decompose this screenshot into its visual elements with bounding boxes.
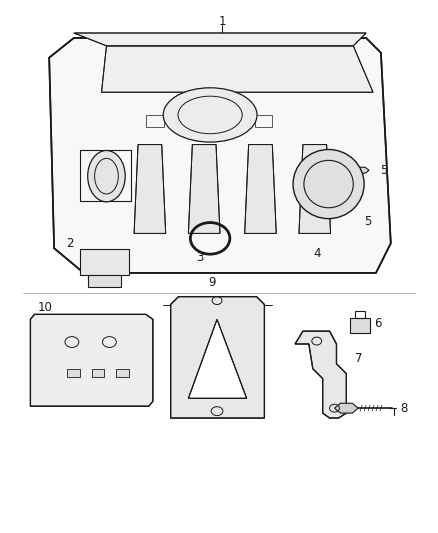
Text: 3: 3 bbox=[197, 251, 204, 264]
Polygon shape bbox=[335, 403, 358, 413]
Polygon shape bbox=[80, 249, 129, 275]
Polygon shape bbox=[88, 275, 121, 287]
Polygon shape bbox=[102, 46, 373, 92]
Text: 2: 2 bbox=[66, 237, 74, 250]
Polygon shape bbox=[92, 369, 105, 377]
Text: 4: 4 bbox=[313, 247, 321, 260]
Text: 8: 8 bbox=[400, 402, 407, 415]
Ellipse shape bbox=[88, 150, 125, 202]
Polygon shape bbox=[245, 144, 276, 233]
Polygon shape bbox=[134, 144, 166, 233]
Polygon shape bbox=[74, 33, 366, 46]
Polygon shape bbox=[295, 331, 346, 418]
Text: 7: 7 bbox=[356, 352, 363, 365]
Text: 9: 9 bbox=[208, 276, 216, 289]
Text: 1: 1 bbox=[218, 14, 226, 28]
Polygon shape bbox=[67, 369, 80, 377]
Polygon shape bbox=[356, 167, 369, 173]
Text: 6: 6 bbox=[374, 317, 381, 330]
Polygon shape bbox=[117, 369, 129, 377]
Polygon shape bbox=[299, 144, 331, 233]
Text: 5: 5 bbox=[380, 164, 388, 177]
Text: 5: 5 bbox=[364, 215, 372, 228]
Text: 10: 10 bbox=[37, 301, 52, 314]
Polygon shape bbox=[49, 38, 391, 273]
Polygon shape bbox=[171, 296, 265, 418]
Polygon shape bbox=[188, 144, 220, 233]
Polygon shape bbox=[350, 318, 370, 333]
Ellipse shape bbox=[293, 149, 364, 219]
Polygon shape bbox=[30, 314, 153, 406]
Polygon shape bbox=[188, 319, 247, 398]
Ellipse shape bbox=[163, 88, 257, 142]
